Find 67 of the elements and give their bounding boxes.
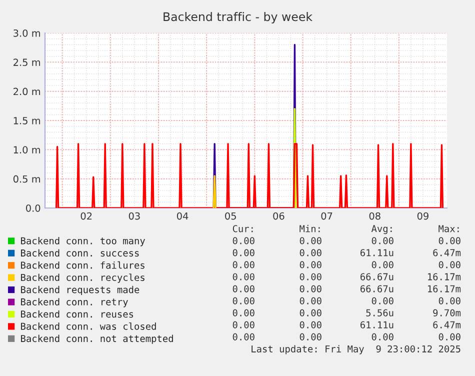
line-series bbox=[55, 143, 444, 208]
text: 0.00 bbox=[300, 333, 322, 340]
text: 0.00 bbox=[232, 297, 254, 304]
text: 0.00 bbox=[300, 321, 322, 328]
text: Min: bbox=[300, 224, 320, 232]
text: 16.17m bbox=[428, 285, 461, 292]
text: 9.70m bbox=[433, 309, 461, 316]
text: 0.00 bbox=[300, 273, 322, 280]
x-tick-label: 02 bbox=[80, 212, 92, 220]
y-tick-label: 2.0 m bbox=[14, 88, 40, 96]
text: 0.00 bbox=[232, 321, 254, 328]
y-tick-label: 3.0 m bbox=[14, 29, 40, 37]
text: 61.11u bbox=[360, 249, 394, 256]
text: 0.00 bbox=[232, 237, 254, 244]
text: Last update: Fri May 9 23:00:12 2025 bbox=[252, 345, 460, 354]
text: 6.47m bbox=[433, 249, 461, 256]
text: 0.00 bbox=[232, 285, 254, 292]
text: 66.67u bbox=[360, 285, 394, 292]
text: 0.00 bbox=[232, 261, 254, 268]
legend-label: Backend conn. not attempted bbox=[21, 334, 173, 344]
y-tick-label: 0.0 bbox=[26, 204, 40, 212]
legend-label: Backend conn. success bbox=[21, 249, 139, 257]
legend-label: Backend conn. retry bbox=[21, 298, 128, 308]
text: 61.11u bbox=[360, 321, 394, 328]
y-tick-label: 2.5 m bbox=[14, 58, 40, 66]
y-tick-label: 1.5 m bbox=[14, 117, 40, 124]
text: 16.17m bbox=[428, 273, 461, 280]
text: 0.00 bbox=[300, 261, 322, 268]
chart-title: Backend traffic - by week bbox=[164, 12, 312, 24]
legend-label: Backend requests made bbox=[21, 286, 140, 296]
x-tick-label: 07 bbox=[321, 212, 332, 220]
text: 0.00 bbox=[438, 333, 460, 340]
legend-label: Backend conn. too many bbox=[21, 237, 145, 246]
text: 0.00 bbox=[232, 309, 254, 316]
legend-label: Backend conn. reuses bbox=[21, 310, 134, 318]
text: 0.00 bbox=[438, 237, 460, 244]
x-tick-label: 03 bbox=[128, 212, 140, 220]
text: 0.00 bbox=[372, 261, 394, 268]
x-tick-label: 04 bbox=[176, 212, 188, 220]
text: 0.00 bbox=[300, 309, 322, 316]
text: Max: bbox=[438, 225, 459, 232]
legend-label: Backend conn. failures bbox=[21, 261, 144, 269]
text: 0.00 bbox=[232, 273, 254, 280]
text: 0.00 bbox=[232, 333, 254, 340]
text: 0.00 bbox=[372, 297, 394, 304]
text: 0.00 bbox=[232, 249, 254, 256]
y-tick-label: 1.0 m bbox=[14, 146, 40, 154]
legend-label: Backend conn. recycles bbox=[21, 274, 144, 283]
text: 66.67u bbox=[360, 273, 394, 280]
text: 5.56u bbox=[366, 309, 394, 316]
text: Avg: bbox=[371, 225, 392, 234]
x-tick-label: 05 bbox=[225, 212, 236, 220]
y-tick-label: 0.5 m bbox=[13, 175, 40, 183]
text: 0.00 bbox=[300, 237, 322, 244]
x-tick-label: 09 bbox=[417, 212, 428, 220]
text: 0.00 bbox=[372, 237, 394, 244]
text: 0.00 bbox=[438, 261, 460, 268]
text: Cur: bbox=[232, 225, 253, 232]
legend-label: Backend conn. was closed bbox=[21, 322, 156, 330]
text: 0.00 bbox=[438, 297, 460, 304]
text: 0.00 bbox=[300, 297, 322, 304]
text: 6.47m bbox=[433, 321, 461, 328]
text: 0.00 bbox=[372, 333, 394, 340]
text: 0.00 bbox=[300, 249, 322, 256]
text: 0.00 bbox=[300, 285, 322, 292]
x-tick-label: 08 bbox=[369, 212, 380, 220]
x-tick-label: 06 bbox=[273, 212, 284, 220]
